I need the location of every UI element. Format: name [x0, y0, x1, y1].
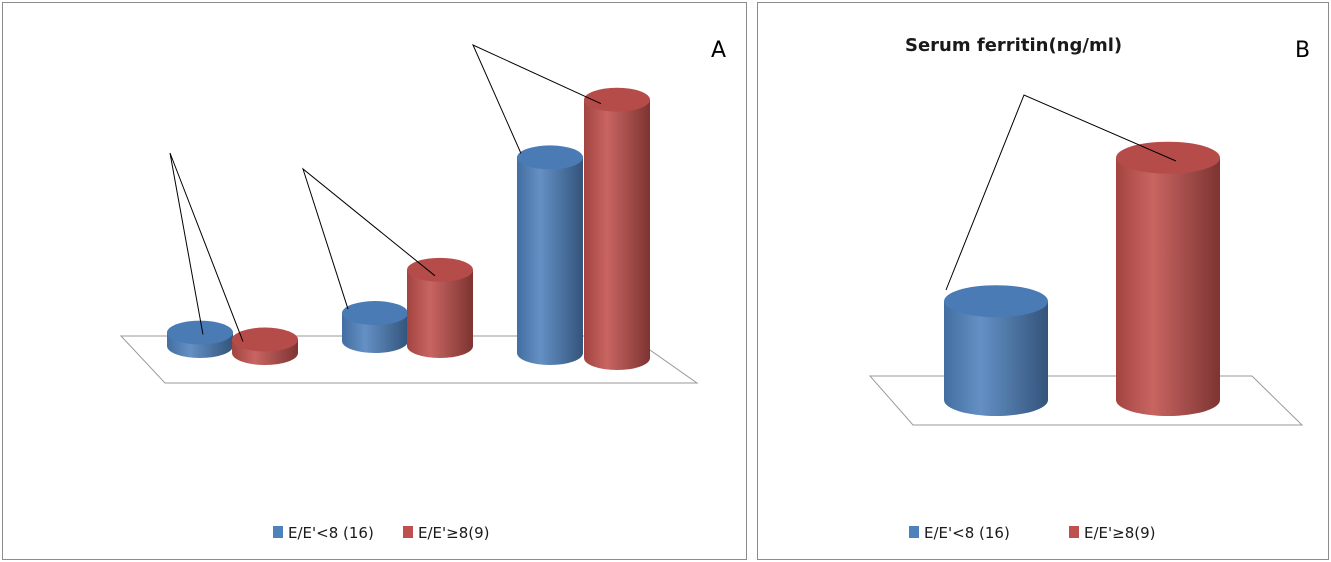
- bar-a-1-1-top: [167, 320, 233, 345]
- p-value-connector: [302, 167, 436, 310]
- bar-a-2-1-top: [342, 301, 408, 326]
- legend-b-label-series-2: E/E'≥8(9): [1084, 524, 1156, 542]
- bar-a-2-2-body: [407, 269, 473, 358]
- chart-panel-b: Serum ferritin(ng/ml) B E/E'<8 (16) E/E'…: [757, 2, 1329, 560]
- chart-b-title: Serum ferritin(ng/ml): [905, 35, 1122, 56]
- bar-a-1-1: [167, 320, 233, 358]
- bar-b-1-body: [944, 301, 1048, 416]
- legend-swatch-series-2: [403, 526, 413, 538]
- bar-b-1-top: [944, 285, 1048, 318]
- bar-a-3-1-top: [517, 145, 583, 170]
- bar-a-1-2-top: [232, 327, 298, 352]
- legend-b: E/E'<8 (16) E/E'≥8(9): [909, 524, 1156, 542]
- p-value-connector: [169, 152, 244, 342]
- legend-label-series-1: E/E'<8 (16): [288, 524, 374, 542]
- bar-a-3-2-top: [584, 87, 650, 112]
- bar-a-3-2-body: [584, 99, 650, 370]
- bar-b-2: [1116, 141, 1220, 417]
- legend-b-swatch-series-2: [1069, 526, 1079, 538]
- panel-letter-a: A: [711, 38, 726, 63]
- panel-letter-b: B: [1295, 38, 1310, 63]
- bar-a-3-2: [584, 87, 650, 370]
- legend-b-swatch-series-1: [909, 526, 919, 538]
- bar-a-1-2: [232, 327, 298, 365]
- chart-b-floor: [868, 375, 1304, 426]
- bar-a-2-1: [342, 301, 408, 353]
- legend-swatch-series-1: [273, 526, 283, 538]
- legend-b-label-series-1: E/E'<8 (16): [924, 524, 1010, 542]
- p-value-connector-b: [945, 94, 1177, 291]
- p-value-connector: [472, 43, 602, 154]
- bar-a-3-1-body: [517, 157, 583, 365]
- bar-b-1: [944, 285, 1048, 416]
- bar-a-3-1: [517, 145, 583, 365]
- bar-a-2-2: [407, 257, 473, 358]
- bar-a-2-2-top: [407, 257, 473, 282]
- chart-a-svg: A E/E'<8 (16) E/E'≥8(9): [119, 38, 726, 542]
- legend-a: E/E'<8 (16) E/E'≥8(9): [273, 524, 490, 542]
- chart-panel-a: A E/E'<8 (16) E/E'≥8(9): [2, 2, 747, 560]
- legend-label-series-2: E/E'≥8(9): [418, 524, 490, 542]
- chart-b-svg: Serum ferritin(ng/ml) B E/E'<8 (16) E/E'…: [868, 35, 1310, 542]
- bar-b-2-body: [1116, 157, 1220, 417]
